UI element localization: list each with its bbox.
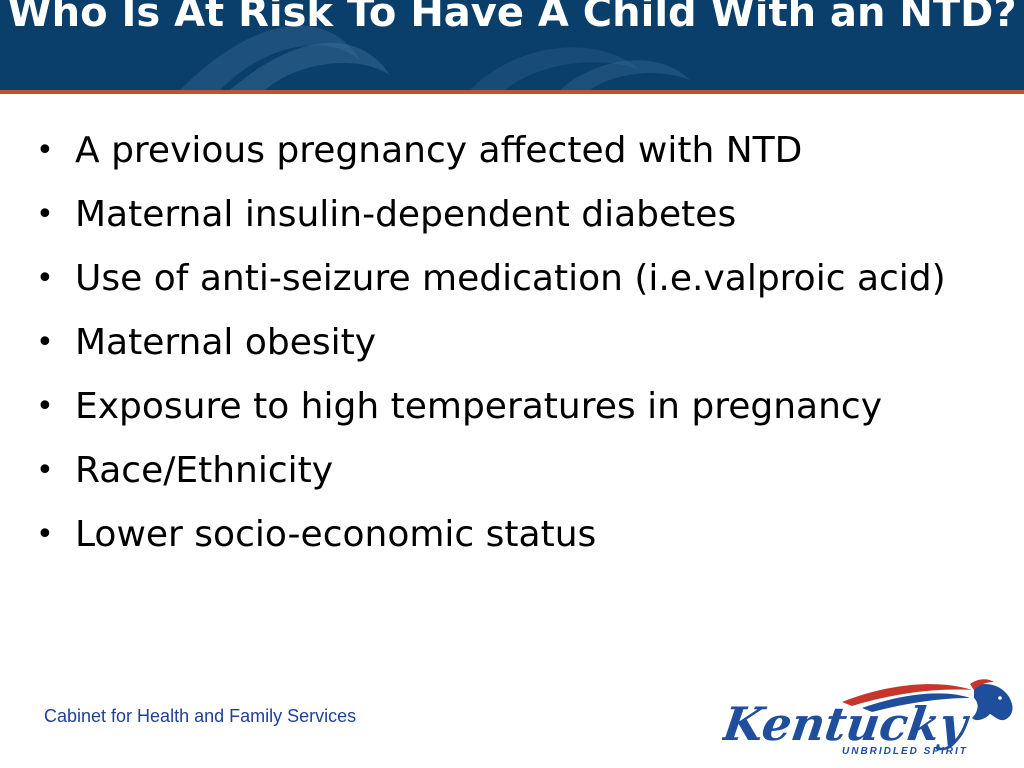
footer-agency-name: Cabinet for Health and Family Services	[44, 706, 357, 726]
logo-wordmark: Kentucky	[722, 697, 973, 751]
logo-swoosh-blue	[862, 693, 970, 712]
bullet-item: • A previous pregnancy affected with NTD	[36, 128, 996, 174]
bullet-text: Maternal obesity	[75, 322, 377, 363]
bullet-item: • Maternal insulin-dependent diabetes	[36, 192, 996, 238]
bullet-item: • Race/Ethnicity	[36, 448, 996, 494]
bullet-dot: •	[36, 133, 54, 168]
header-swoosh-decoration	[180, 25, 690, 90]
logo-swoosh-red	[842, 684, 972, 706]
horse-head-icon	[970, 679, 1013, 721]
bullet-item: • Lower socio-economic status	[36, 512, 996, 558]
bullet-item: • Exposure to high temperatures in pregna…	[36, 384, 996, 430]
bullet-text: Maternal insulin-dependent diabetes	[75, 194, 737, 235]
bullet-text: Race/Ethnicity	[75, 450, 334, 491]
bullet-list: • A previous pregnancy affected with NTD …	[36, 128, 996, 576]
bullet-text: Use of anti-seizure medication (i.e.valp…	[75, 258, 946, 299]
slide-header: Who Is At Risk To Have A Child With an N…	[0, 0, 1024, 90]
logo-tagline: UNBRIDLED SPIRIT	[842, 746, 968, 757]
bullet-item: • Maternal obesity	[36, 320, 996, 366]
kentucky-logo: Kentucky UNBRIDLED SPIRIT	[722, 679, 1013, 757]
header-divider	[0, 90, 1024, 94]
bullet-dot: •	[36, 197, 54, 232]
bullet-item: • Use of anti-seizure medication (i.e.val…	[36, 256, 996, 302]
bullet-text: A previous pregnancy affected with NTD	[75, 130, 803, 171]
bullet-text: Exposure to high temperatures in pregnan…	[75, 386, 883, 427]
bullet-dot: •	[36, 389, 54, 424]
bullet-dot: •	[36, 517, 54, 552]
slide-title: Who Is At Risk To Have A Child With an N…	[7, 0, 1017, 36]
bullet-dot: •	[36, 261, 54, 296]
bullet-dot: •	[36, 325, 54, 360]
bullet-dot: •	[36, 453, 54, 488]
bullet-text: Lower socio-economic status	[75, 514, 597, 555]
